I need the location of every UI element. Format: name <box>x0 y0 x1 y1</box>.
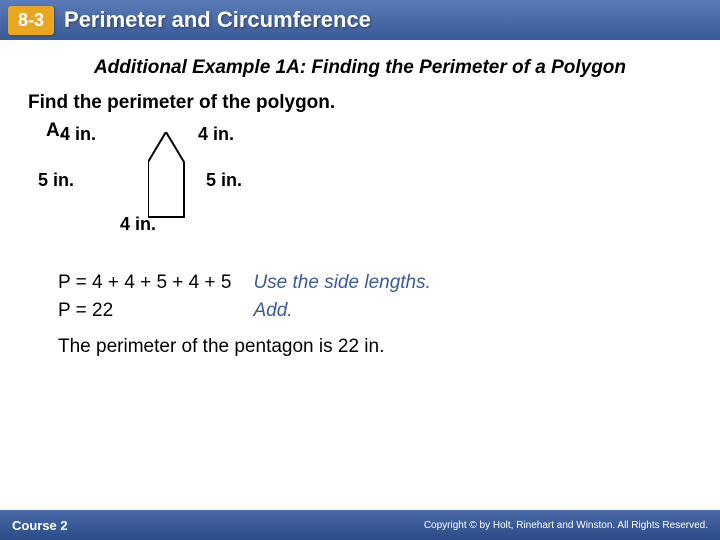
side-label-left: 5 in. <box>38 170 74 191</box>
equation-column: P = 4 + 4 + 5 + 4 + 5 P = 22 <box>58 272 231 322</box>
equation-1-expr: = 4 + 4 + 5 + 4 + 5 <box>70 272 231 293</box>
footer-course: Course 2 <box>12 518 68 533</box>
equation-2-expr: = 22 <box>70 300 113 321</box>
equation-line-1: P = 4 + 4 + 5 + 4 + 5 <box>58 272 231 294</box>
explain-1: Use the side lengths. <box>253 272 430 294</box>
conclusion-text: The perimeter of the pentagon is 22 in. <box>58 336 692 358</box>
variable-p-2: P <box>58 300 70 321</box>
pentagon-shape <box>148 132 188 222</box>
side-label-top-left: 4 in. <box>60 124 96 145</box>
figure-area: 4 in. 4 in. 5 in. 5 in. 4 in. <box>78 122 692 242</box>
side-label-top-right: 4 in. <box>198 124 234 145</box>
equation-line-2: P = 22 <box>58 300 231 322</box>
section-badge: 8-3 <box>8 6 54 35</box>
footer-copyright: Copyright © by Holt, Rinehart and Winsto… <box>424 520 708 531</box>
equation-block: P = 4 + 4 + 5 + 4 + 5 P = 22 Use the sid… <box>58 272 692 322</box>
header-bar: 8-3 Perimeter and Circumference <box>0 0 720 40</box>
explain-2: Add. <box>253 300 430 322</box>
variable-p: P <box>58 272 70 293</box>
prompt-text: Find the perimeter of the polygon. <box>28 92 692 114</box>
slide-content: Additional Example 1A: Finding the Perim… <box>0 40 720 368</box>
footer-bar: Course 2 Copyright © by Holt, Rinehart a… <box>0 510 720 540</box>
pentagon-polygon <box>148 132 184 217</box>
side-label-right: 5 in. <box>206 170 242 191</box>
example-subtitle: Additional Example 1A: Finding the Perim… <box>28 56 692 80</box>
side-label-bottom: 4 in. <box>120 214 156 235</box>
header-title: Perimeter and Circumference <box>64 7 371 33</box>
explanation-column: Use the side lengths. Add. <box>253 272 430 322</box>
